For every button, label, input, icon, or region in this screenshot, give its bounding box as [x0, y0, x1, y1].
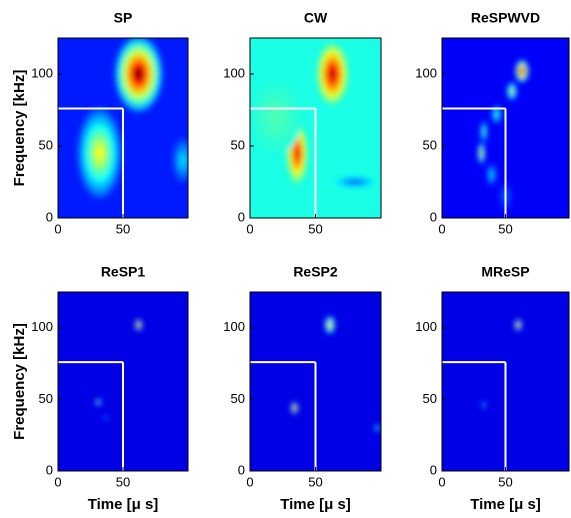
peak: [181, 156, 185, 165]
x-tick-label: 50: [498, 221, 512, 236]
peak: [520, 69, 524, 73]
plot-area: [250, 292, 381, 471]
energy: [291, 315, 380, 432]
x-axis-label: Time [μ s]: [470, 496, 541, 513]
y-tick-label: 50: [231, 391, 245, 406]
y-tick-label: 50: [423, 137, 437, 152]
energy: [478, 59, 529, 212]
plot-area: [58, 38, 188, 218]
y-tick-label: 100: [223, 65, 245, 80]
x-tick-label: 0: [438, 221, 445, 236]
x-tick-label: 50: [116, 221, 130, 236]
y-tick-label: 100: [31, 319, 53, 334]
peak: [480, 151, 482, 156]
panel-title: ReSP1: [101, 264, 146, 280]
x-axis-label: Time [μ s]: [88, 496, 159, 513]
x-tick-label: 0: [438, 474, 445, 489]
energy: [77, 38, 188, 199]
y-tick-label: 0: [430, 462, 437, 477]
panel-title: ReSPWVD: [471, 10, 540, 26]
peak: [511, 89, 513, 93]
x-tick-label: 0: [54, 474, 61, 489]
y-tick-label: 100: [415, 65, 437, 80]
y-tick-label: 0: [46, 462, 53, 477]
peak: [97, 401, 99, 403]
peak: [271, 110, 281, 124]
x-tick-label: 50: [308, 221, 322, 236]
peak: [329, 69, 336, 79]
y-tick-label: 0: [430, 209, 437, 224]
x-tick-label: 50: [308, 474, 322, 489]
panel-title: ReSP2: [293, 264, 338, 280]
panel-title: CW: [304, 10, 328, 26]
y-tick-label: 100: [415, 319, 437, 334]
panel-title: SP: [114, 10, 133, 26]
plot-area: [442, 38, 569, 218]
panel-title: MReSP: [481, 264, 529, 280]
energy: [482, 319, 522, 409]
peak: [483, 404, 485, 406]
y-axis-label: Frequency [kHz]: [11, 70, 28, 187]
peak: [95, 145, 104, 161]
peak: [376, 427, 378, 429]
peak: [134, 67, 143, 81]
x-tick-label: 50: [116, 474, 130, 489]
y-tick-label: 0: [238, 462, 245, 477]
x-tick-label: 0: [54, 221, 61, 236]
peak: [329, 323, 331, 327]
y-axis-label: Frequency [kHz]: [11, 323, 28, 440]
plot-area: [250, 38, 381, 218]
x-tick-label: 0: [246, 474, 253, 489]
peak: [490, 172, 493, 177]
peak: [105, 417, 107, 419]
peak: [293, 407, 296, 409]
y-tick-label: 100: [31, 65, 53, 80]
plot-area: [442, 292, 569, 471]
y-tick-label: 100: [223, 319, 245, 334]
plot-area: [58, 292, 188, 471]
y-tick-label: 0: [238, 209, 245, 224]
peak: [351, 181, 359, 183]
energy: [95, 319, 142, 422]
y-tick-label: 50: [39, 391, 53, 406]
peak: [295, 148, 299, 159]
y-tick-label: 50: [39, 137, 53, 152]
peak: [138, 324, 140, 326]
peak: [495, 112, 498, 116]
peak: [483, 129, 485, 134]
x-axis-label: Time [μ s]: [280, 496, 351, 513]
x-tick-label: 50: [498, 474, 512, 489]
y-tick-label: 50: [231, 137, 245, 152]
y-tick-label: 0: [46, 209, 53, 224]
y-tick-label: 50: [423, 391, 437, 406]
x-tick-label: 0: [246, 221, 253, 236]
peak: [517, 324, 519, 326]
